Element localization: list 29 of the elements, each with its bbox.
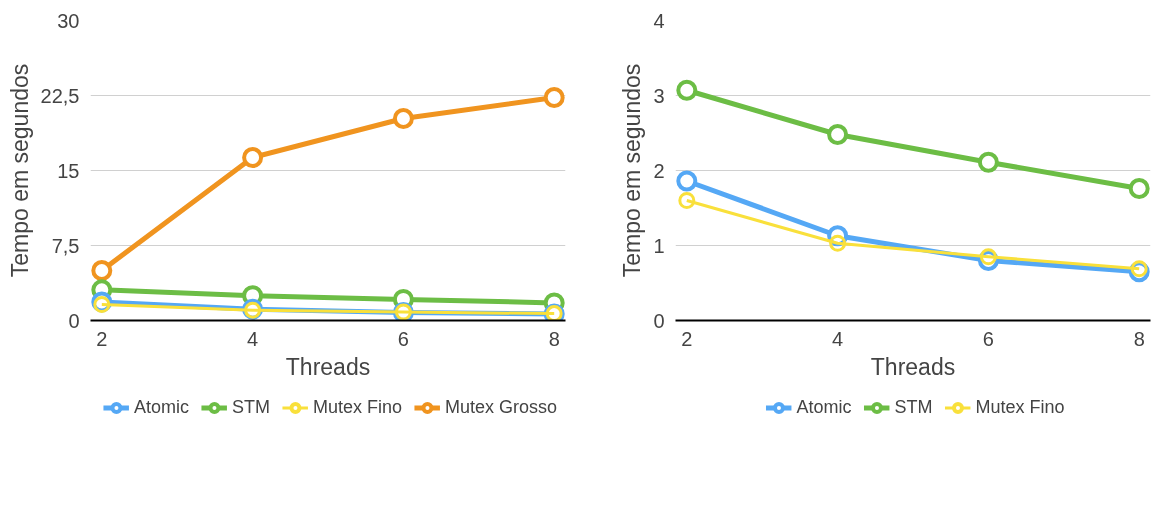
x-tick-label: 4 (247, 327, 259, 350)
legend-label: Mutex Fino (312, 396, 403, 418)
x-tick-label: 6 (982, 327, 994, 350)
y-tick-label: 0 (68, 309, 80, 332)
x-axis-title: Threads (285, 353, 371, 380)
y-tick-label: 0 (653, 309, 665, 332)
x-tick-label: 2 (96, 327, 108, 350)
legend-label: STM (894, 396, 933, 418)
legend-label: Mutex Grosso (445, 396, 558, 418)
legend-label: Atomic (133, 396, 189, 418)
y-tick-label: 3 (653, 84, 665, 107)
legend-label: Atomic (796, 396, 852, 418)
y-tick-label: 4 (653, 9, 665, 32)
y-tick-label: 15 (57, 159, 80, 182)
y-tick-label: 22,5 (40, 84, 80, 107)
x-tick-label: 6 (397, 327, 409, 350)
y-tick-label: 7,5 (51, 234, 80, 257)
y-tick-label: 1 (653, 234, 665, 257)
x-tick-label: 8 (1133, 327, 1145, 350)
legend-label: Mutex Fino (975, 396, 1065, 418)
x-tick-label: 8 (548, 327, 560, 350)
x-tick-label: 2 (681, 327, 693, 350)
y-tick-label: 30 (57, 9, 80, 32)
x-tick-label: 4 (832, 327, 844, 350)
y-axis-title: Tempo em segundos (619, 63, 646, 278)
y-axis-title: Tempo em segundos (6, 63, 33, 278)
x-axis-title: Threads (870, 353, 956, 380)
legend-label: STM (231, 396, 270, 418)
y-tick-label: 2 (653, 159, 665, 182)
